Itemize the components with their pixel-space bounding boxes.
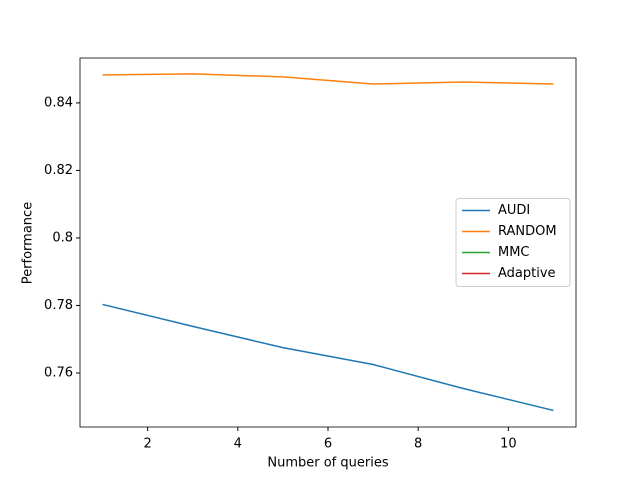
legend-label: Adaptive <box>498 266 556 281</box>
x-tick-label: 2 <box>143 437 151 452</box>
x-axis-label: Number of queries <box>267 456 388 471</box>
plot-frame <box>79 57 577 428</box>
legend-label: MMC <box>498 245 530 260</box>
x-tick-label: 4 <box>234 437 242 452</box>
x-tick-label: 10 <box>500 437 517 452</box>
legend-label: RANDOM <box>498 224 557 239</box>
y-tick-label: 0.84 <box>44 95 73 110</box>
y-axis-label: Performance <box>21 202 36 284</box>
x-tick-label: 6 <box>324 437 332 452</box>
y-tick-label: 0.82 <box>44 163 73 178</box>
y-tick-label: 0.78 <box>44 298 73 313</box>
legend-label: AUDI <box>498 203 530 218</box>
y-tick-label: 0.8 <box>52 230 73 245</box>
legend-box <box>455 198 571 287</box>
series-line <box>102 303 554 412</box>
x-tick-label: 8 <box>414 437 422 452</box>
y-tick-label: 0.76 <box>44 365 73 380</box>
series-line <box>102 73 554 85</box>
